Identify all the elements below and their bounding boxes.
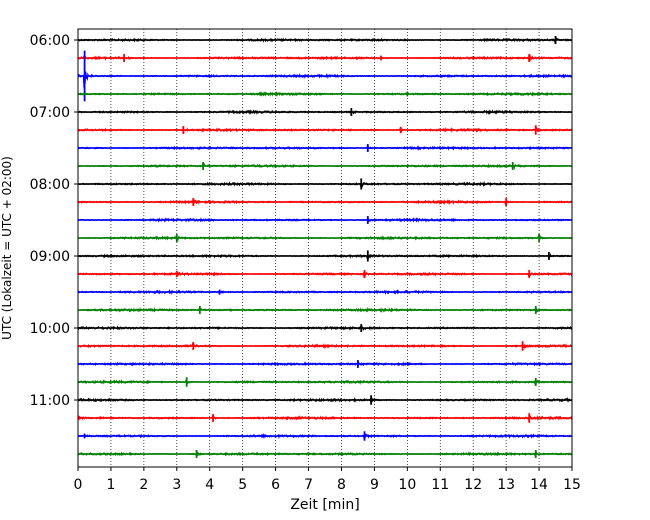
x-tick-label: 7 xyxy=(304,477,313,493)
y-tick-label: 06:00 xyxy=(30,33,70,49)
x-tick-label: 3 xyxy=(172,477,181,493)
x-tick-label: 4 xyxy=(205,477,214,493)
y-tick-label: 10:00 xyxy=(30,321,70,337)
x-grid xyxy=(110,29,540,467)
x-tick-label: 12 xyxy=(464,477,482,493)
x-tick-label: 15 xyxy=(563,477,581,493)
x-tick-label: 13 xyxy=(497,477,515,493)
x-tick-label: 14 xyxy=(530,477,548,493)
x-tick-label: 2 xyxy=(139,477,148,493)
y-tick-label: 11:00 xyxy=(30,393,70,409)
plot-frame xyxy=(77,28,573,468)
y-tick-label: 08:00 xyxy=(30,177,70,193)
x-tick-label: 5 xyxy=(238,477,247,493)
y-axis-ticks: 06:00 07:00 08:00 09:00 10:00 11:00 xyxy=(30,33,78,409)
x-tick-label: 9 xyxy=(370,477,379,493)
y-tick-label: 09:00 xyxy=(30,249,70,265)
x-tick-label: 10 xyxy=(398,477,416,493)
y-tick-label: 07:00 xyxy=(30,105,70,121)
x-tick-label: 8 xyxy=(337,477,346,493)
x-axis-ticks: 0 1 2 3 4 5 6 7 8 9 10 11 12 13 14 15 xyxy=(74,467,581,493)
x-tick-label: 1 xyxy=(106,477,115,493)
y-axis-label: UTC (Lokalzeit = UTC + 02:00) xyxy=(0,156,14,340)
x-axis-label: Zeit [min] xyxy=(290,497,359,513)
seismic-traces xyxy=(77,36,573,458)
x-tick-label: 11 xyxy=(431,477,449,493)
x-tick-label: 6 xyxy=(271,477,280,493)
x-tick-label: 0 xyxy=(74,477,83,493)
